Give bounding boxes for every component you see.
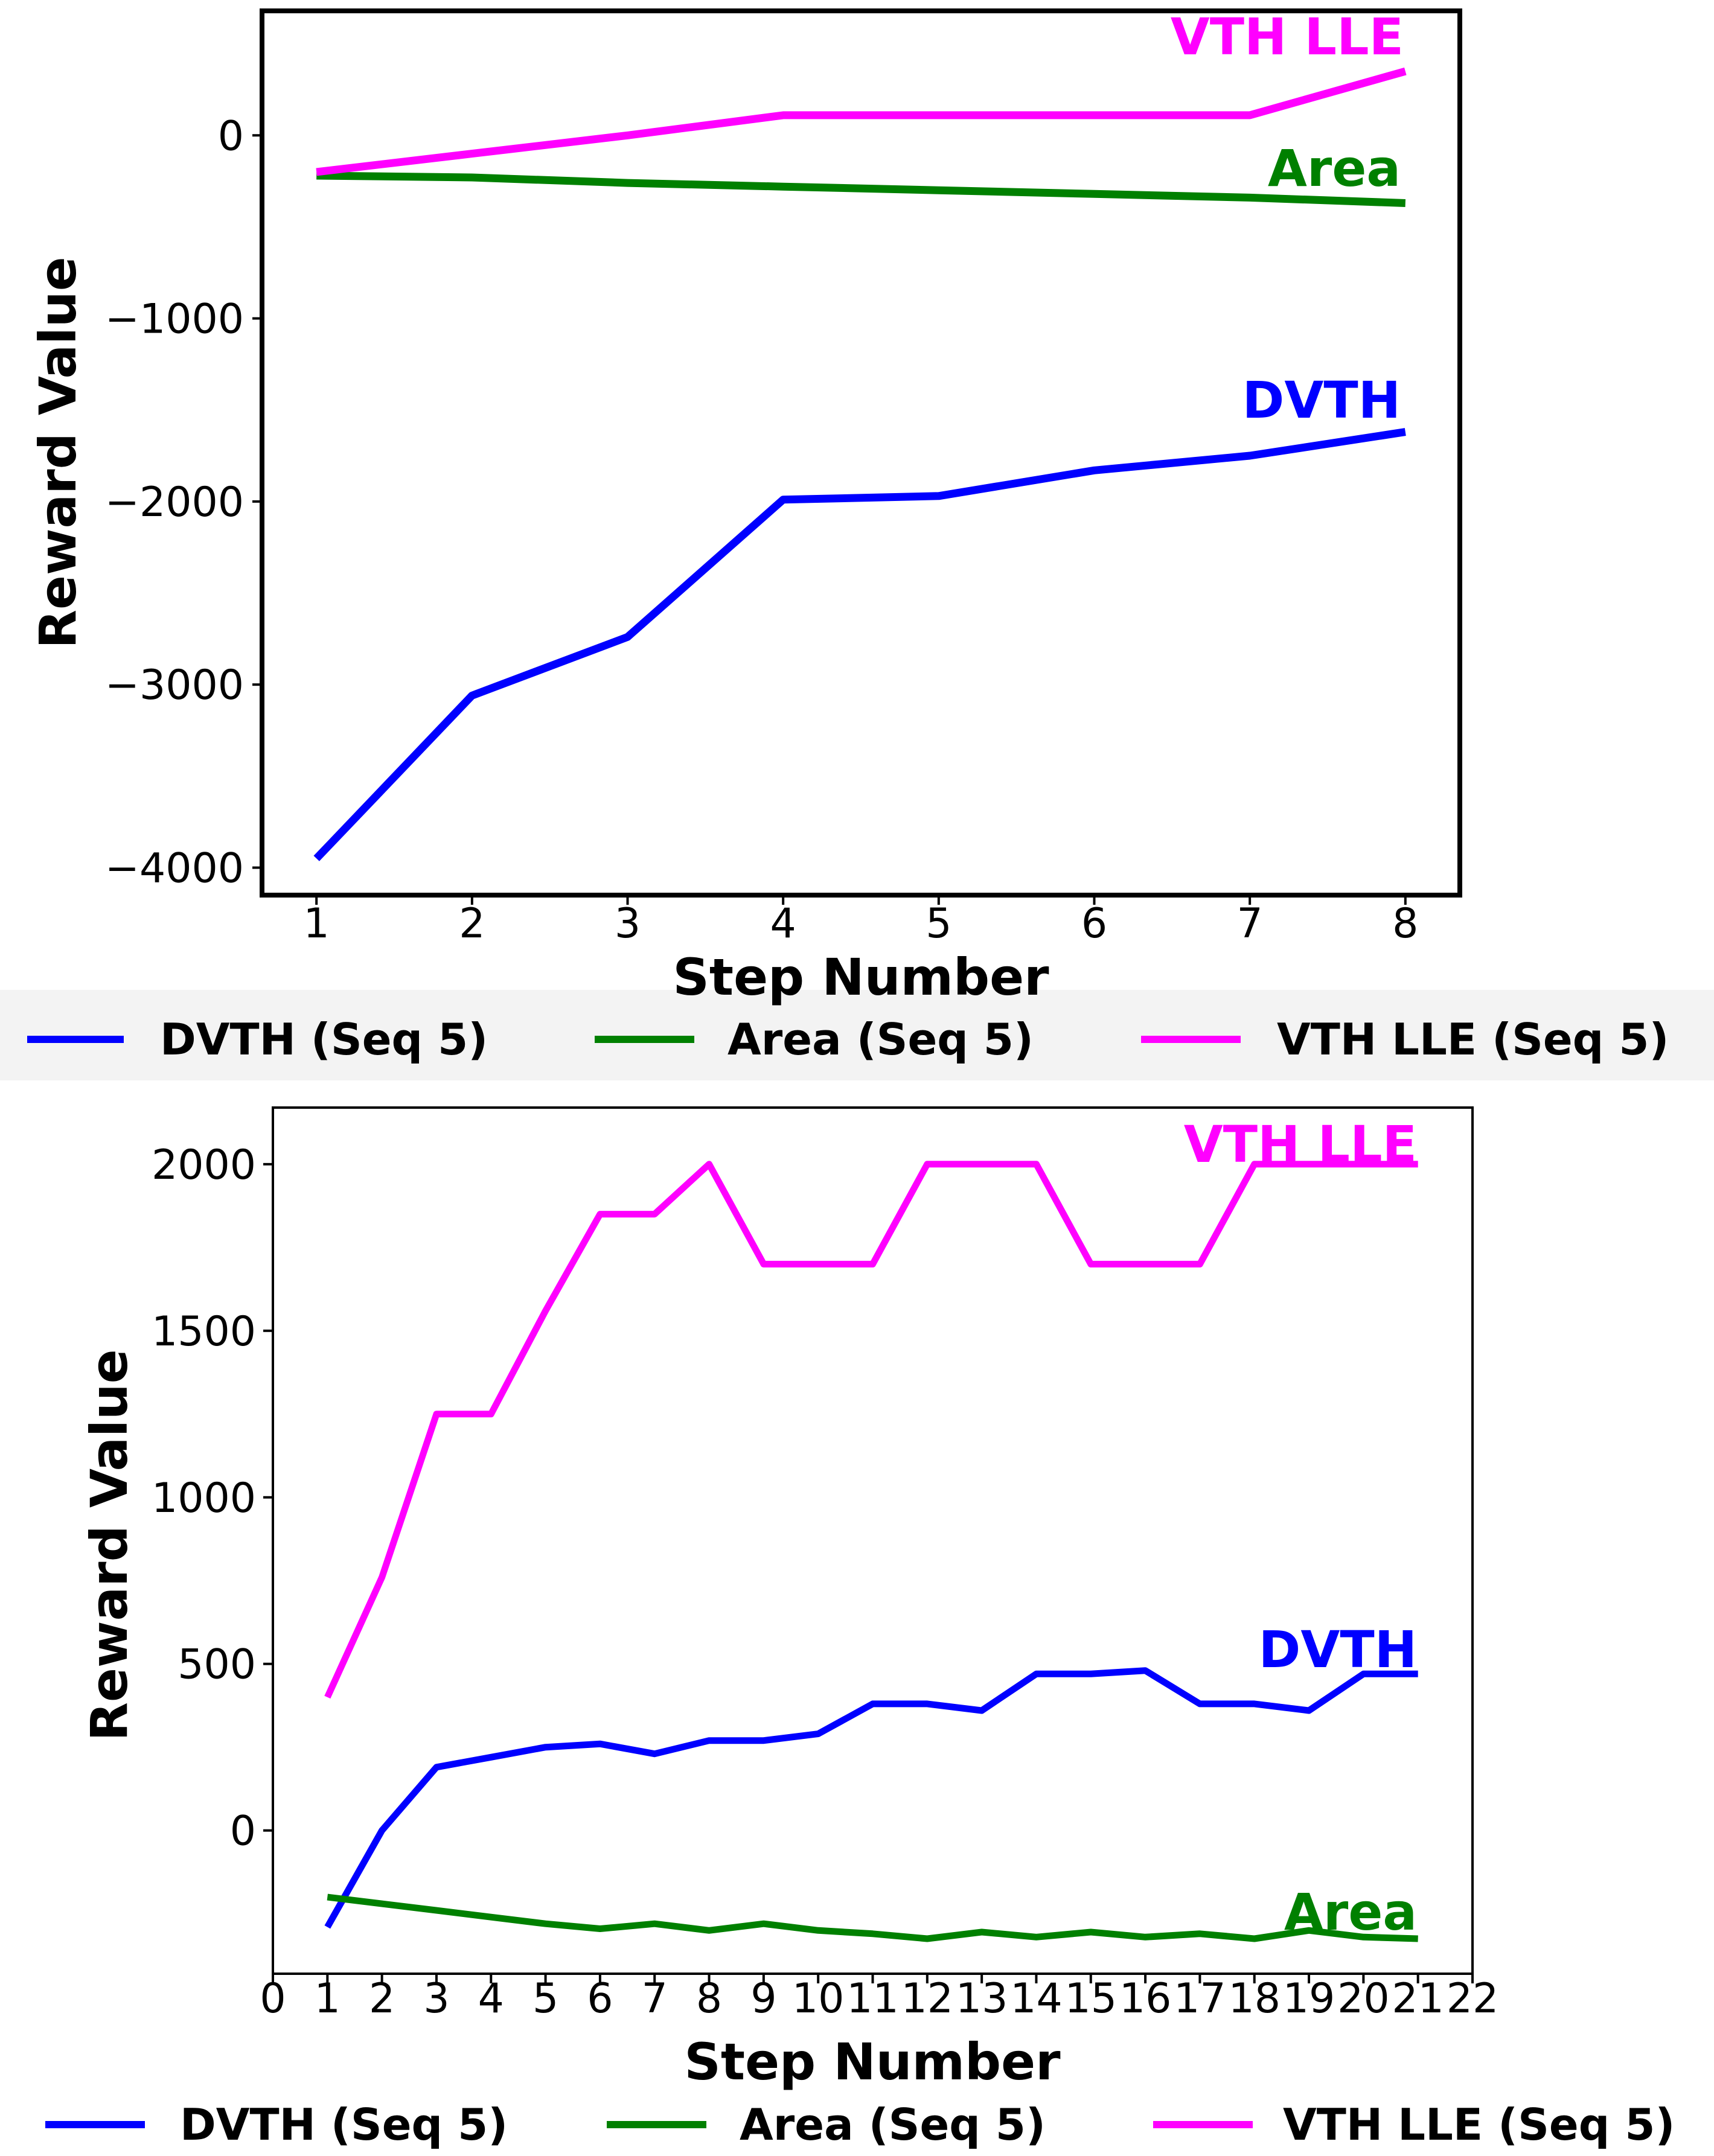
bot-x-tick-label-19: 19 <box>1283 1975 1335 2023</box>
top-legend-item-area: Area (Seq 5) <box>595 1014 1034 1065</box>
bot-x-tick-label-0: 0 <box>260 1975 286 2023</box>
bot-x-tick-label-22: 22 <box>1447 1975 1499 2023</box>
bottom-legend-item-vth-lle: VTH LLE (Seq 5) <box>1153 2099 1675 2150</box>
bottom-area-line-label: Area <box>1284 1883 1417 1942</box>
bottom-legend-item-dvth: DVTH (Seq 5) <box>45 2099 508 2150</box>
bottom-legend-item-area: Area (Seq 5) <box>607 2099 1046 2150</box>
bot-y-tick-label-4: 2000 <box>152 1141 256 1189</box>
bot-x-tick-label-9: 9 <box>750 1975 776 2023</box>
top-series-line-dvth <box>313 428 1406 861</box>
bot-x-tick-label-2: 2 <box>369 1975 395 2023</box>
top-y-axis-title: Reward Value <box>28 257 88 648</box>
top-legend-item-vth-lle: VTH LLE (Seq 5) <box>1141 1014 1669 1065</box>
bottom-chart: 0 1 2 3 4 5 6 7 8 9 10 11 12 13 14 15 16 17 18 19 20 21 220500… <box>45 1106 1675 2150</box>
bottom-legend-label-dvth: DVTH (Seq 5) <box>180 2099 508 2150</box>
bot-x-tick-label-16: 16 <box>1119 1975 1172 2023</box>
bottom-axis-ticks: 0 1 2 3 4 5 6 7 8 9 10 11 12 13 14 15 16 17 18 19 20 21 220500… <box>152 1141 1498 2023</box>
bot-x-tick-label-4: 4 <box>478 1975 504 2023</box>
bottom-y-axis-title: Reward Value <box>80 1349 139 1741</box>
bottom-x-axis-title: Step Number <box>684 2032 1061 2091</box>
top-chart: 1 2 3 4 5 6 7 8 0 −1000 −2000 −3000 −4000 DVTH Area … <box>0 7 1714 1080</box>
top-legend-band <box>0 990 1714 1080</box>
bot-y-tick-label-2: 1000 <box>152 1475 256 1522</box>
top-axis-ticks: 1 2 3 4 5 6 7 8 0 −1000 −2000 −3000 −4000 <box>105 112 1418 948</box>
bot-x-tick-label-21: 21 <box>1392 1975 1444 2023</box>
top-y-tick-label-3: −3000 <box>105 662 244 709</box>
bot-x-tick-label-13: 13 <box>956 1975 1008 2023</box>
bot-x-tick-label-12: 12 <box>901 1975 954 2023</box>
top-legend-item-dvth: DVTH (Seq 5) <box>27 1014 488 1065</box>
bot-x-tick-label-15: 15 <box>1065 1975 1118 2023</box>
bot-x-tick-label-10: 10 <box>792 1975 845 2023</box>
bot-x-tick-label-14: 14 <box>1010 1975 1063 2023</box>
top-x-tick-label-8: 8 <box>1392 900 1418 948</box>
bot-x-tick-label-7: 7 <box>642 1975 668 2023</box>
top-x-tick-label-6: 6 <box>1081 900 1107 948</box>
bot-x-tick-label-17: 17 <box>1174 1975 1226 2023</box>
bot-x-tick-label-1: 1 <box>315 1975 341 2023</box>
top-x-tick-label-1: 1 <box>304 900 330 948</box>
bot-y-tick-label-0: 0 <box>230 1808 256 1855</box>
top-x-axis-title: Step Number <box>673 948 1049 1007</box>
bot-x-tick-label-8: 8 <box>696 1975 722 2023</box>
top-dvth-line-label: DVTH <box>1242 371 1401 430</box>
bottom-dvth-line-label: DVTH <box>1259 1620 1417 1679</box>
top-legend-label-area: Area (Seq 5) <box>727 1014 1034 1065</box>
top-legend-label-dvth: DVTH (Seq 5) <box>160 1014 488 1065</box>
bot-y-tick-label-1: 500 <box>177 1641 256 1689</box>
top-x-tick-label-3: 3 <box>615 900 641 948</box>
bottom-legend: DVTH (Seq 5) Area (Seq 5) VTH LLE (Seq 5… <box>45 2099 1675 2150</box>
top-vth-lle-line-label: VTH LLE <box>1171 7 1404 66</box>
bot-x-tick-label-5: 5 <box>532 1975 558 2023</box>
top-y-tick-label-1: −1000 <box>105 296 244 343</box>
bot-x-tick-label-20: 20 <box>1337 1975 1390 2023</box>
top-y-tick-label-4: −4000 <box>105 845 244 893</box>
top-series-line-vth-lle <box>316 67 1407 176</box>
bot-x-tick-label-18: 18 <box>1228 1975 1281 2023</box>
bottom-plot-frame <box>272 1106 1474 1975</box>
bot-y-tick-label-3: 1500 <box>152 1308 256 1356</box>
top-series-line-area <box>316 171 1406 207</box>
bot-x-tick-label-11: 11 <box>846 1975 899 2023</box>
bottom-vth-lle-line-label: VTH LLE <box>1184 1115 1417 1174</box>
top-x-tick-label-2: 2 <box>459 900 485 948</box>
bottom-legend-label-area: Area (Seq 5) <box>740 2099 1046 2150</box>
top-x-tick-label-4: 4 <box>770 900 796 948</box>
top-legend: DVTH (Seq 5) Area (Seq 5) VTH LLE (Seq 5… <box>27 1014 1669 1065</box>
top-x-tick-label-7: 7 <box>1237 900 1263 948</box>
top-area-line-label: Area <box>1268 139 1401 198</box>
bottom-line-marks <box>324 1161 1418 1942</box>
top-x-tick-label-5: 5 <box>926 900 951 948</box>
top-line-marks <box>313 67 1407 861</box>
top-y-tick-label-0: 0 <box>218 112 244 160</box>
bottom-legend-label-vth-lle: VTH LLE (Seq 5) <box>1283 2099 1675 2150</box>
top-y-tick-label-2: −2000 <box>105 479 244 526</box>
top-legend-label-vth-lle: VTH LLE (Seq 5) <box>1277 1014 1669 1065</box>
bot-x-tick-label-6: 6 <box>587 1975 613 2023</box>
bot-x-tick-label-3: 3 <box>423 1975 449 2023</box>
